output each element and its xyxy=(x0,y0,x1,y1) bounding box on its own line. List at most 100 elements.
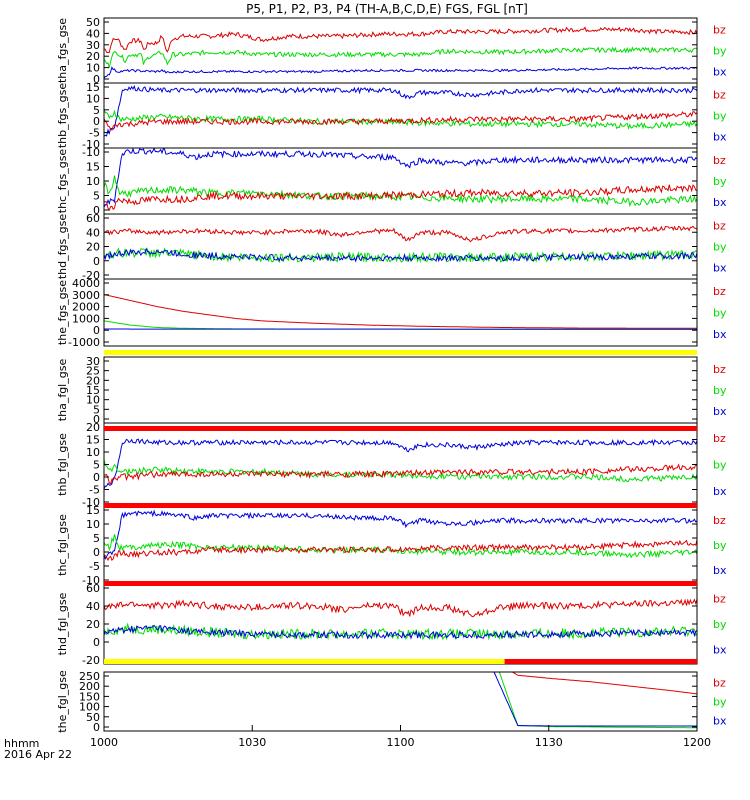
y-tick-label: -20 xyxy=(82,654,100,667)
series-bx-thd_fgl_gse xyxy=(104,624,697,640)
y-tick-label: 150 xyxy=(79,690,100,703)
series-bz-thd_fgs_gse xyxy=(104,225,697,243)
corner-axis-label: hhmm xyxy=(4,737,40,750)
y-tick-label: 250 xyxy=(79,670,100,683)
legend-by: by xyxy=(713,307,727,320)
legend-bx: bx xyxy=(713,485,727,498)
y-tick-label: 15 xyxy=(86,504,100,517)
x-tick-label: 1200 xyxy=(683,736,711,749)
series-bx-tha_fgs_gse xyxy=(104,66,697,79)
x-tick-label: 1130 xyxy=(535,736,563,749)
legend-bz: bz xyxy=(713,514,726,527)
y-tick-label: 4000 xyxy=(72,277,100,290)
legend-by: by xyxy=(713,241,727,254)
legend-bz: bz xyxy=(713,89,726,102)
y-tick-label: 0 xyxy=(93,721,100,734)
y-tick-label: 3000 xyxy=(72,289,100,302)
panel-frame xyxy=(103,356,698,424)
y-tick-label: 15 xyxy=(86,384,100,397)
legend-bx: bx xyxy=(713,196,727,209)
series-bz-thc_fgl_gse xyxy=(104,539,697,562)
legend-by: by xyxy=(713,618,727,631)
y-axis-label: thd_fgs_gse xyxy=(56,214,69,280)
y-tick-label: 15 xyxy=(86,161,100,174)
series-bz-thb_fgs_gse xyxy=(104,111,697,131)
panel-frame xyxy=(103,17,698,84)
y-tick-label: 20 xyxy=(86,241,100,254)
y-tick-label: 0 xyxy=(93,255,100,268)
legend-by: by xyxy=(713,696,727,709)
y-tick-label: 15 xyxy=(86,434,100,447)
series-bz-thc_fgs_gse xyxy=(104,184,697,212)
panel-frame xyxy=(103,583,698,665)
panel-thd_fgl_gse: 60 40 20 0 -20 thd_fgl_gse bz by bx xyxy=(56,582,727,667)
y-tick-label: -10 xyxy=(82,496,100,509)
y-tick-label: 0 xyxy=(93,204,100,217)
x-tick-label: 1100 xyxy=(387,736,415,749)
panel-frame xyxy=(103,213,698,280)
y-tick-label: 10 xyxy=(86,92,100,105)
series-bz-thd_fgl_gse xyxy=(104,598,697,618)
y-tick-label: 30 xyxy=(86,355,100,368)
flag-bar xyxy=(104,659,505,664)
series-by-thb_fgl_gse xyxy=(104,459,697,483)
y-tick-label: 200 xyxy=(79,680,100,693)
y-tick-label: 60 xyxy=(86,212,100,225)
legend-by: by xyxy=(713,539,727,552)
y-tick-label: 5 xyxy=(93,459,100,472)
y-axis-label: thd_fgl_gse xyxy=(56,592,69,655)
series-bx-thc_fgl_gse xyxy=(104,509,697,560)
series-bx-thb_fgl_gse xyxy=(104,438,697,490)
flag-bar xyxy=(504,659,697,664)
legend-bx: bx xyxy=(713,405,727,418)
series-bx-thc_fgs_gse xyxy=(104,148,697,208)
panel-frame xyxy=(103,147,698,215)
y-tick-label: 10 xyxy=(86,518,100,531)
y-axis-label: tha_fgl_gse xyxy=(56,359,69,422)
panel-frame xyxy=(103,278,698,347)
chart-title: P5, P1, P2, P3, P4 (TH-A,B,C,D,E) FGS, F… xyxy=(246,2,528,16)
legend-bz: bz xyxy=(713,432,726,445)
series-by-thc_fgs_gse xyxy=(104,175,697,208)
legend-bz: bz xyxy=(713,285,726,298)
y-axis-label: thc_fgs_gse xyxy=(56,149,69,214)
series-by-thb_fgs_gse xyxy=(104,109,697,130)
flag-bar xyxy=(104,426,697,431)
flag-bars xyxy=(104,350,697,664)
y-tick-label: 5 xyxy=(93,403,100,416)
y-tick-label: 0 xyxy=(93,73,100,86)
y-tick-label: 40 xyxy=(86,600,100,613)
y-tick-label: 40 xyxy=(86,226,100,239)
y-tick-label: 20 xyxy=(86,421,100,434)
y-tick-label: 0 xyxy=(93,324,100,337)
y-tick-label: 1000 xyxy=(72,312,100,325)
y-axis-label: thb_fgl_gse xyxy=(56,433,69,496)
y-axis-label: thb_fgs_gse xyxy=(56,83,69,149)
y-axis-label: the_fgs_gse xyxy=(56,280,69,345)
y-tick-label: 2000 xyxy=(72,301,100,314)
legend-by: by xyxy=(713,175,727,188)
y-tick-label: 0 xyxy=(93,413,100,426)
y-axis-label: the_fgl_gse xyxy=(56,670,69,733)
series-bz-thb_fgl_gse xyxy=(104,463,697,485)
y-tick-label: -10 xyxy=(82,574,100,587)
y-tick-label: 10 xyxy=(86,175,100,188)
y-tick-label: 10 xyxy=(86,62,100,75)
y-tick-label: 0 xyxy=(93,636,100,649)
y-tick-label: 15 xyxy=(86,81,100,94)
y-tick-label: 60 xyxy=(86,582,100,595)
series-bx-thd_fgs_gse xyxy=(104,247,697,263)
y-tick-label: -5 xyxy=(89,484,100,497)
legend-bx: bx xyxy=(713,65,727,78)
x-tick-label: 1000 xyxy=(90,736,118,749)
flag-bar xyxy=(104,503,697,508)
y-tick-label: -1000 xyxy=(68,336,100,349)
y-tick-label: 20 xyxy=(86,50,100,63)
